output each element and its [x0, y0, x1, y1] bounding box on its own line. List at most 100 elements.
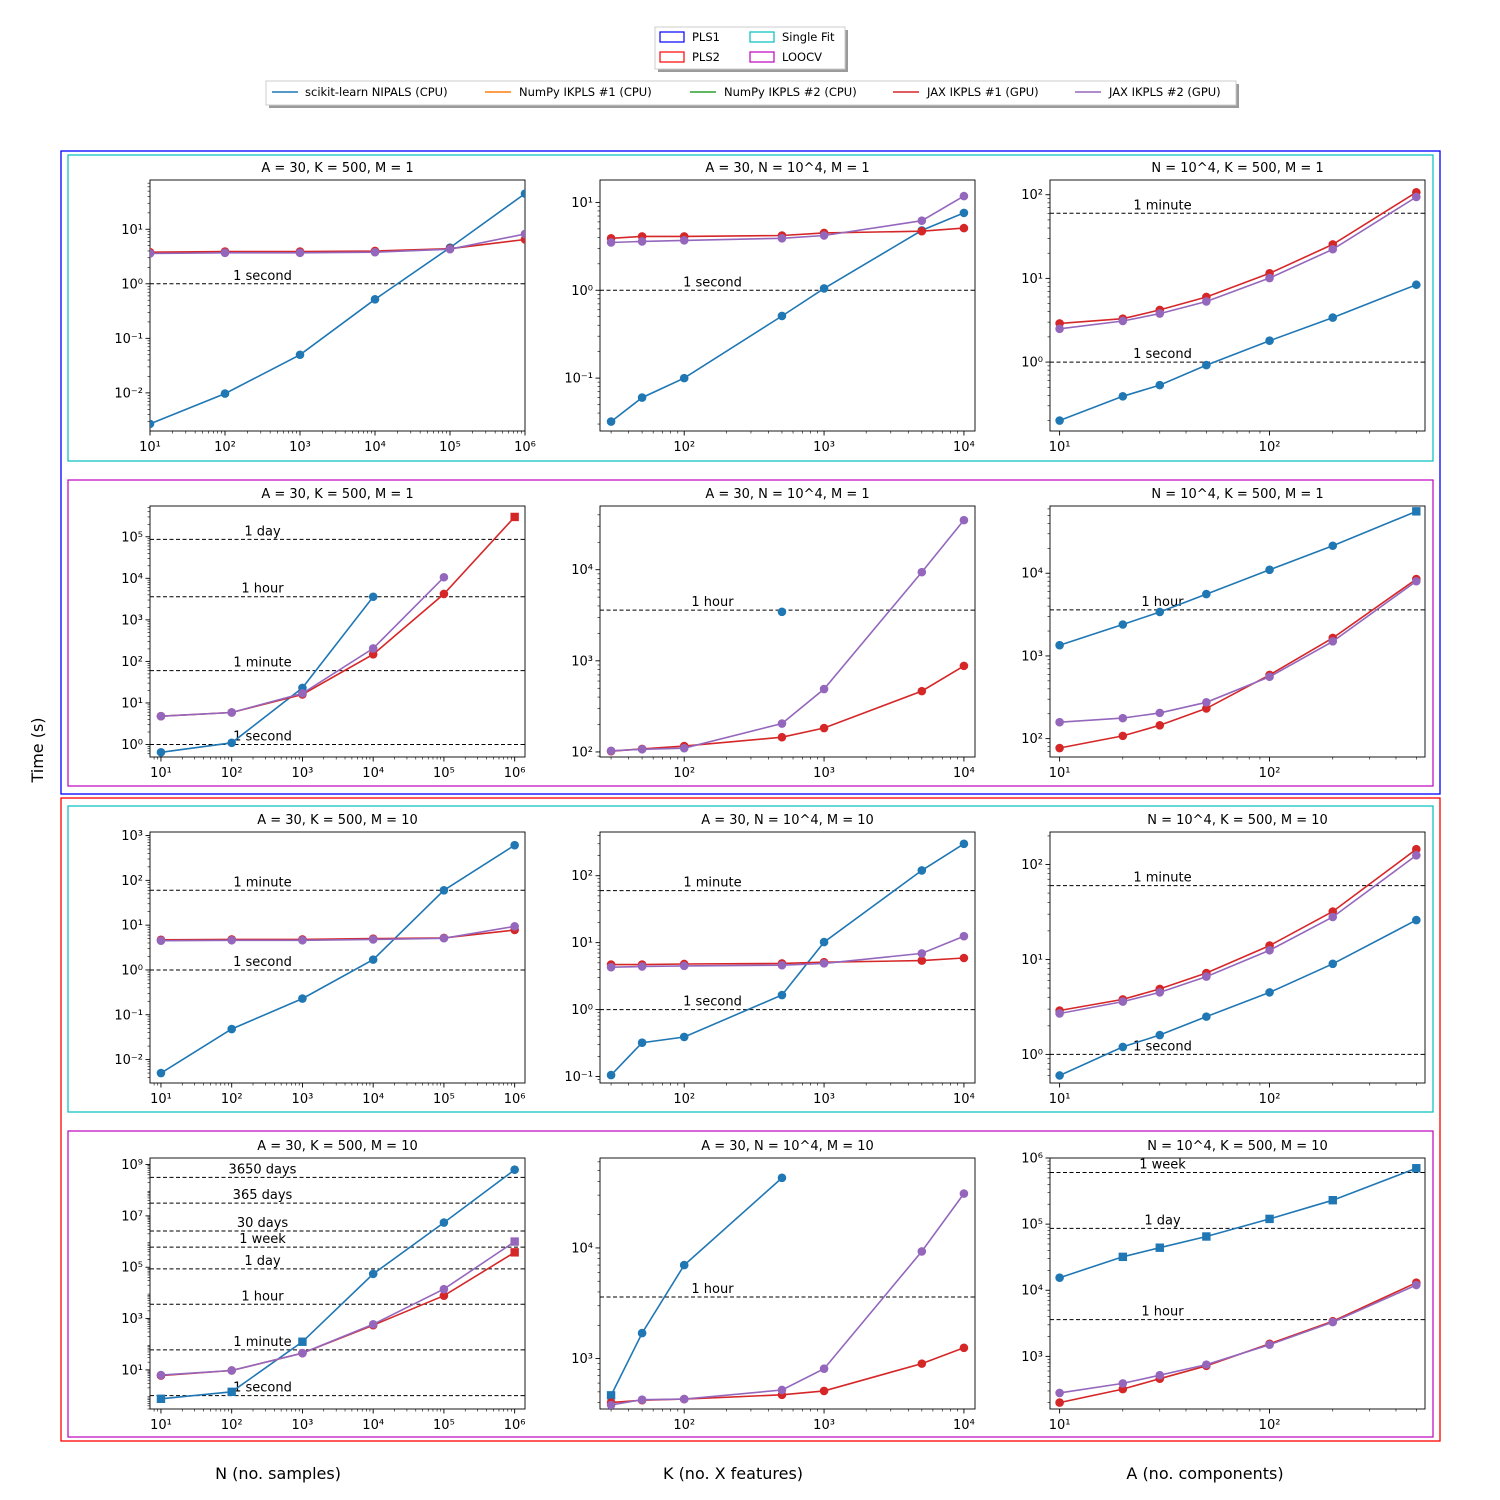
data-point — [819, 723, 829, 733]
data-point — [150, 419, 155, 429]
series-jax-ikpls-2-gpu- — [1055, 576, 1421, 727]
legend-single-fit-label: Single Fit — [782, 30, 835, 44]
y-tick-label: 10³ — [121, 829, 143, 844]
x-tick-label: 10⁵ — [433, 1418, 455, 1433]
legend-pls2-label: PLS2 — [692, 50, 720, 64]
reference-label: 1 second — [233, 1381, 292, 1396]
y-tick-label: 10¹ — [121, 1363, 143, 1378]
data-point — [368, 644, 378, 653]
data-point — [1155, 988, 1165, 997]
axes-frame — [149, 831, 526, 1084]
axes-frame — [1049, 831, 1426, 1084]
data-point — [819, 684, 829, 694]
data-point — [637, 237, 647, 246]
data-point — [1412, 192, 1421, 202]
data-point — [220, 248, 230, 258]
x-tick-label: 10¹ — [150, 766, 172, 781]
x-tick-label: 10⁶ — [504, 1092, 526, 1107]
data-point — [368, 935, 378, 944]
data-point — [777, 719, 787, 728]
reference-lines: 1 day 1 hour 1 minute 1 second — [150, 524, 525, 745]
data-point — [777, 732, 787, 742]
data-point — [1118, 391, 1128, 401]
data-point — [1118, 316, 1128, 326]
data-point — [637, 1038, 647, 1048]
data-point — [150, 249, 155, 258]
data-point — [917, 866, 927, 875]
x-tick-label: 10⁴ — [364, 440, 386, 455]
data-point — [298, 994, 307, 1003]
legend-series: scikit-learn NIPALS (CPU) NumPy IKPLS #1… — [265, 80, 1239, 108]
y-tick-label: 10⁰ — [121, 738, 143, 753]
series-jax-ikpls-2-gpu- — [1055, 1280, 1421, 1398]
series-jax-ikpls-2-gpu- — [156, 1237, 519, 1380]
reference-label: 1 hour — [241, 1289, 284, 1304]
y-tick-label: 10² — [571, 745, 593, 760]
series-scikit-learn-nipals-cpu- — [777, 607, 787, 617]
x-tick-label: 10³ — [292, 1092, 314, 1107]
data-point — [520, 229, 525, 239]
data-point — [1328, 912, 1338, 922]
data-point — [679, 373, 689, 383]
series-layer — [156, 1165, 519, 1403]
y-tick-label: 10³ — [1021, 1350, 1043, 1365]
data-point — [1055, 324, 1064, 334]
x-tick-label: 10¹ — [1049, 1092, 1071, 1107]
y-tick-label: 10¹ — [1021, 953, 1043, 968]
data-point-square — [510, 1237, 519, 1246]
data-point — [1202, 589, 1211, 599]
x-tick-label: 10² — [673, 1418, 695, 1433]
subplot-title: A = 30, N = 10^4, M = 1 — [705, 487, 869, 502]
series-scikit-learn-nipals-cpu- — [1055, 915, 1421, 1080]
subplot-2-0: A = 30, K = 500, M = 10 10¹ 10² 10³ 10⁴ 10⁵ 10… — [114, 813, 525, 1107]
y-tick-label: 10⁰ — [121, 277, 143, 292]
reference-label: 1 hour — [1141, 595, 1184, 610]
subplot-title: A = 30, K = 500, M = 10 — [257, 813, 418, 828]
subplot-title: N = 10^4, K = 500, M = 10 — [1147, 1139, 1328, 1154]
legend-numpy1-label: NumPy IKPLS #1 (CPU) — [519, 85, 652, 99]
pls1-single-fit-frame — [67, 154, 1434, 462]
y-tick-label: 10⁻² — [114, 386, 143, 401]
y-tick-label: 10³ — [571, 654, 593, 669]
data-point-square — [510, 512, 519, 522]
data-point — [1055, 717, 1064, 727]
series-scikit-learn-nipals-cpu- — [606, 839, 969, 1080]
data-point — [959, 515, 969, 525]
data-point — [1055, 1398, 1064, 1407]
y-tick-label: 10⁻¹ — [114, 1008, 143, 1023]
data-point — [959, 208, 969, 218]
data-point — [156, 936, 166, 945]
reference-lines: 1 hour — [600, 1282, 975, 1298]
x-tick-label: 10⁶ — [504, 766, 526, 781]
x-tick-label: 10⁶ — [504, 1418, 526, 1433]
data-point — [679, 1032, 689, 1042]
data-point — [298, 689, 307, 698]
y-tick-label: 10² — [1021, 732, 1043, 747]
data-point-square — [1265, 1214, 1274, 1224]
data-point — [777, 960, 787, 970]
data-point — [1328, 313, 1338, 322]
series-layer — [606, 515, 969, 756]
data-point-square — [1155, 1243, 1164, 1252]
x-axis-label-features: K (no. X features) — [663, 1464, 803, 1483]
data-point — [1055, 1388, 1064, 1398]
axes-frame — [599, 1157, 976, 1410]
data-point — [1265, 988, 1274, 997]
data-point — [959, 931, 969, 941]
data-point — [1328, 1317, 1338, 1327]
axes-frame — [1049, 505, 1426, 758]
reference-label: 1 day — [244, 1254, 281, 1269]
reference-lines: 1 week 1 day 1 hour — [1050, 1157, 1425, 1321]
x-tick-label: 10² — [1259, 440, 1281, 455]
y-tick-label: 10⁰ — [571, 284, 593, 299]
series-jax-ikpls-2-gpu- — [156, 572, 449, 721]
data-point — [819, 1386, 829, 1396]
data-point — [298, 1348, 307, 1358]
data-point — [679, 1260, 689, 1270]
data-point — [1118, 997, 1128, 1006]
data-point — [227, 935, 236, 945]
series-jax-ikpls-2-gpu- — [606, 1189, 969, 1409]
pls1-loocv-frame — [67, 479, 1434, 787]
data-point — [156, 747, 166, 757]
x-tick-label: 10² — [221, 1418, 243, 1433]
